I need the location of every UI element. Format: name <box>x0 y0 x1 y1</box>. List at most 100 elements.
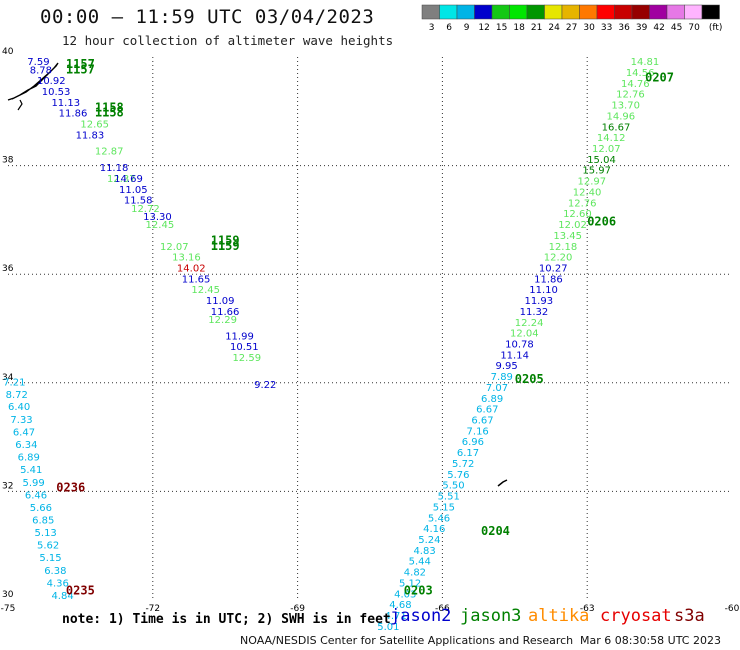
swh-value-label: 13.30 <box>143 212 172 223</box>
colorbar-label: 9 <box>464 23 470 33</box>
colorbar-swatch <box>544 4 563 20</box>
colorbar-label: 36 <box>618 23 630 33</box>
colorbar-label: 21 <box>531 23 542 33</box>
swh-value-label: 14.56 <box>626 68 655 79</box>
swh-value-label: 6.38 <box>44 566 66 577</box>
colorbar-label: 15 <box>496 23 507 33</box>
swh-value-label: 12.97 <box>578 177 607 188</box>
swh-value-label: 12.02 <box>558 220 587 231</box>
colorbar-swatch <box>684 4 703 20</box>
swh-value-label: 5.51 <box>438 492 460 503</box>
colorbar-label: 3 <box>429 23 435 33</box>
swh-value-label: 7.21 <box>3 378 25 389</box>
swh-value-label: 4.84 <box>51 591 73 602</box>
swh-value-label: 4.36 <box>47 578 69 589</box>
swh-value-label: 5.66 <box>30 503 52 514</box>
colorbar-swatch <box>439 4 458 20</box>
colorbar-swatch <box>509 4 528 20</box>
swh-value-label: 5.24 <box>418 535 440 546</box>
swh-value-label: 10.53 <box>42 87 71 98</box>
swh-value-label: 12.18 <box>549 242 578 253</box>
time-label: 0206 <box>587 214 616 228</box>
swh-value-label: 12.72 <box>131 204 160 215</box>
swh-value-label: 5.72 <box>452 459 474 470</box>
swh-value-label: 11.14 <box>500 350 529 361</box>
colorbar-swatch <box>526 4 545 20</box>
swh-value-label: 6.67 <box>476 405 498 416</box>
swh-value-label: 11.99 <box>225 331 254 342</box>
swh-value-label: 6.40 <box>8 402 30 413</box>
swh-value-label: 10.51 <box>230 342 259 353</box>
swh-value-label: 9.22 <box>254 380 276 391</box>
swh-value-label: 12.07 <box>160 242 189 253</box>
swh-value-label: 11.86 <box>534 274 563 285</box>
y-tick-label: 40 <box>2 47 14 57</box>
y-tick-label: 32 <box>2 481 13 491</box>
time-label: 0235 <box>66 584 95 598</box>
swh-value-label: 5.01 <box>377 622 399 633</box>
swh-value-label: 7.16 <box>467 426 489 437</box>
swh-value-label: 12.59 <box>232 353 261 364</box>
time-label: 1159 <box>211 233 240 247</box>
swh-value-label: 5.62 <box>37 540 59 551</box>
swh-value-label: 13.45 <box>553 231 582 242</box>
swh-value-label: 11.83 <box>76 130 105 141</box>
y-tick-label: 38 <box>2 156 14 166</box>
colorbar-label: 12 <box>478 23 489 33</box>
swh-value-label: 11.65 <box>182 274 211 285</box>
swh-value-label: 6.96 <box>462 437 484 448</box>
swh-value-label: 7.33 <box>10 415 32 426</box>
y-tick-label: 30 <box>2 590 14 600</box>
x-tick-label: -69 <box>290 604 305 614</box>
bermuda-island <box>497 479 508 487</box>
swh-value-label: 5.15 <box>433 502 455 513</box>
swh-value-label: 12.40 <box>573 187 602 198</box>
x-tick-label: -72 <box>145 604 160 614</box>
colorbar-label: 24 <box>548 23 560 33</box>
time-label: 1157 <box>66 62 95 76</box>
swh-value-label: 8.78 <box>30 65 52 76</box>
swh-value-label: 12.29 <box>208 315 237 326</box>
colorbar-swatch <box>649 4 668 20</box>
colorbar-swatch <box>561 4 580 20</box>
swh-value-label: 12.20 <box>544 253 573 264</box>
swh-value-label: 7.59 <box>27 57 49 68</box>
colorbar-label: 6 <box>446 23 452 33</box>
colorbar-swatch <box>596 4 615 20</box>
swh-value-label: 5.12 <box>399 578 421 589</box>
swh-value-label: 11.05 <box>119 185 148 196</box>
chart-title: 00:00 – 11:59 UTC 03/04/2023 <box>40 6 375 28</box>
swh-value-label: 16.67 <box>602 122 631 133</box>
swh-value-label: 14.76 <box>621 79 650 90</box>
legend-jason2: jason2 <box>390 606 452 626</box>
colorbar-swatch <box>456 4 475 20</box>
x-tick-label: -60 <box>725 604 740 614</box>
swh-value-label: 13.16 <box>172 253 201 264</box>
colorbar-swatch <box>614 4 633 20</box>
swh-value-label: 5.99 <box>22 478 44 489</box>
swh-value-label: 5.50 <box>442 481 464 492</box>
swh-value-label: 14.12 <box>597 133 626 144</box>
legend-cryosat: cryosat <box>600 606 672 626</box>
swh-value-label: 5.41 <box>20 465 42 476</box>
swh-value-label: 5.15 <box>39 553 61 564</box>
colorbar-label: 27 <box>566 23 577 33</box>
swh-value-label: 4.03 <box>394 589 416 600</box>
colorbar-label: 30 <box>583 23 595 33</box>
swh-value-label: 5.46 <box>428 513 450 524</box>
swh-value-label: 4.68 <box>389 600 411 611</box>
colorbar-label: 39 <box>636 23 648 33</box>
swh-value-label: 11.18 <box>100 163 129 174</box>
swh-value-label: 12.24 <box>515 318 544 329</box>
time-label: 1158 <box>95 100 124 114</box>
swh-value-label: 13.70 <box>611 101 640 112</box>
x-tick-label: -75 <box>1 604 16 614</box>
colorbar-swatch <box>421 4 440 20</box>
colorbar-swatch <box>666 4 685 20</box>
swh-value-label: 5.44 <box>409 557 431 568</box>
time-label: 1157 <box>66 57 95 71</box>
time-label: 1158 <box>95 106 124 120</box>
swh-value-label: 11.66 <box>211 307 240 318</box>
swh-value-label: 4.83 <box>413 546 435 557</box>
